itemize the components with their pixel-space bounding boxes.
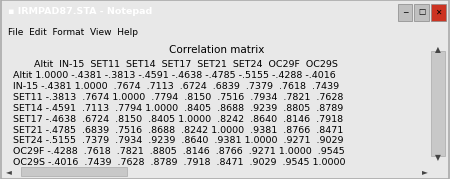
Text: ✕: ✕ xyxy=(435,7,441,16)
Text: OC29F -.4288  .7618  .7821  .8805  .8146  .8766  .9271 1.0000  .9545: OC29F -.4288 .7618 .7821 .8805 .8146 .87… xyxy=(13,147,345,156)
Text: ─: ─ xyxy=(403,7,407,16)
Bar xyxy=(431,4,446,21)
Bar xyxy=(21,167,127,176)
Text: ►: ► xyxy=(422,167,428,176)
Text: SET14 -.4591  .7113  .7794 1.0000  .8405  .8688  .9239  .8805  .8789: SET14 -.4591 .7113 .7794 1.0000 .8405 .8… xyxy=(13,104,343,113)
Text: SET24 -.5155  .7379  .7934  .9239  .8640  .9381 1.0000  .9271  .9029: SET24 -.5155 .7379 .7934 .9239 .8640 .93… xyxy=(13,136,343,146)
Bar xyxy=(414,4,429,21)
Text: ◄: ◄ xyxy=(6,167,12,176)
Text: Altit 1.0000 -.4381 -.3813 -.4591 -.4638 -.4785 -.5155 -.4288 -.4016: Altit 1.0000 -.4381 -.3813 -.4591 -.4638… xyxy=(13,71,336,80)
Text: SET21 -.4785  .6839  .7516  .8688  .8242 1.0000  .9381  .8766  .8471: SET21 -.4785 .6839 .7516 .8688 .8242 1.0… xyxy=(13,125,343,134)
Text: OC29S -.4016  .7439  .7628  .8789  .7918  .8471  .9029  .9545 1.0000: OC29S -.4016 .7439 .7628 .8789 .7918 .84… xyxy=(13,158,346,167)
Text: SET11 -.3813  .7674 1.0000  .7794  .8150  .7516  .7934  .7821  .7628: SET11 -.3813 .7674 1.0000 .7794 .8150 .7… xyxy=(13,93,343,102)
Text: File  Edit  Format  View  Help: File Edit Format View Help xyxy=(8,28,138,37)
Bar xyxy=(432,51,445,156)
Text: ▼: ▼ xyxy=(435,153,441,162)
Text: ▲: ▲ xyxy=(435,45,441,54)
Text: IN-15 -.4381 1.0000  .7674  .7113  .6724  .6839  .7379  .7618  .7439: IN-15 -.4381 1.0000 .7674 .7113 .6724 .6… xyxy=(13,82,339,91)
Text: ▪ IRMPAD87.STA - Notepad: ▪ IRMPAD87.STA - Notepad xyxy=(8,7,152,16)
Text: Correlation matrix: Correlation matrix xyxy=(169,45,264,55)
Text: Altit  IN-15  SET11  SET14  SET17  SET21  SET24  OC29F  OC29S: Altit IN-15 SET11 SET14 SET17 SET21 SET2… xyxy=(13,60,338,69)
Text: SET17 -.4638  .6724  .8150  .8405 1.0000  .8242  .8640  .8146  .7918: SET17 -.4638 .6724 .8150 .8405 1.0000 .8… xyxy=(13,115,343,124)
Text: □: □ xyxy=(418,7,425,16)
Bar xyxy=(397,4,412,21)
